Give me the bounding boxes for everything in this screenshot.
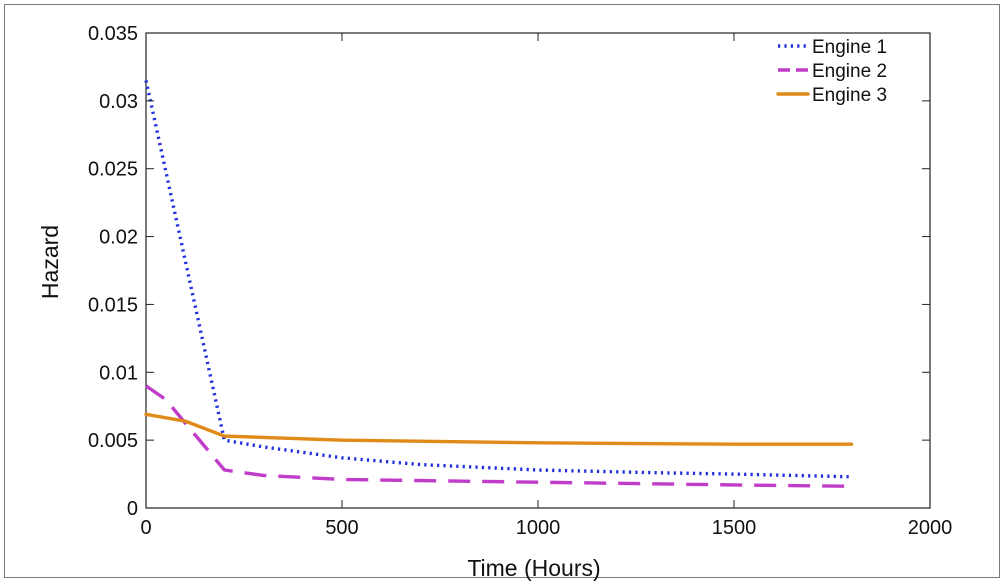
x-tick-label: 0 — [140, 517, 151, 539]
legend-label-1: Engine 1 — [812, 37, 887, 58]
y-tick-label: 0 — [127, 498, 138, 520]
y-tick-label: 0.01 — [99, 362, 138, 384]
legend-label-3: Engine 3 — [812, 85, 887, 106]
series-layer — [144, 80, 854, 488]
legend: Engine 1 Engine 2 Engine 3 — [776, 37, 887, 106]
y-tick-label: 0.005 — [88, 430, 138, 452]
axis-ticks: 0 500 1000 1500 2000 0 0.005 0.01 0.015 0.02 0.025… — [88, 23, 952, 539]
x-tick-label: 1000 — [516, 517, 561, 539]
y-tick-label: 0.035 — [88, 23, 138, 45]
legend-label-2: Engine 2 — [812, 61, 887, 82]
x-axis-label: Time (Hours) — [467, 555, 600, 581]
x-tick-label: 500 — [325, 517, 358, 539]
plot-area — [145, 32, 931, 509]
y-tick-label: 0.02 — [99, 227, 138, 249]
x-tick-label: 2000 — [908, 517, 953, 539]
series-line-1 — [144, 80, 852, 479]
series-line-2 — [145, 384, 852, 488]
x-tick-label: 1500 — [712, 517, 757, 539]
plot-box — [145, 32, 931, 509]
y-tick-label: 0.025 — [88, 159, 138, 181]
series-line-3 — [144, 412, 854, 446]
y-axis-label: Hazard — [37, 225, 63, 299]
y-tick-label: 0.015 — [88, 294, 138, 316]
y-tick-label: 0.03 — [99, 91, 138, 113]
